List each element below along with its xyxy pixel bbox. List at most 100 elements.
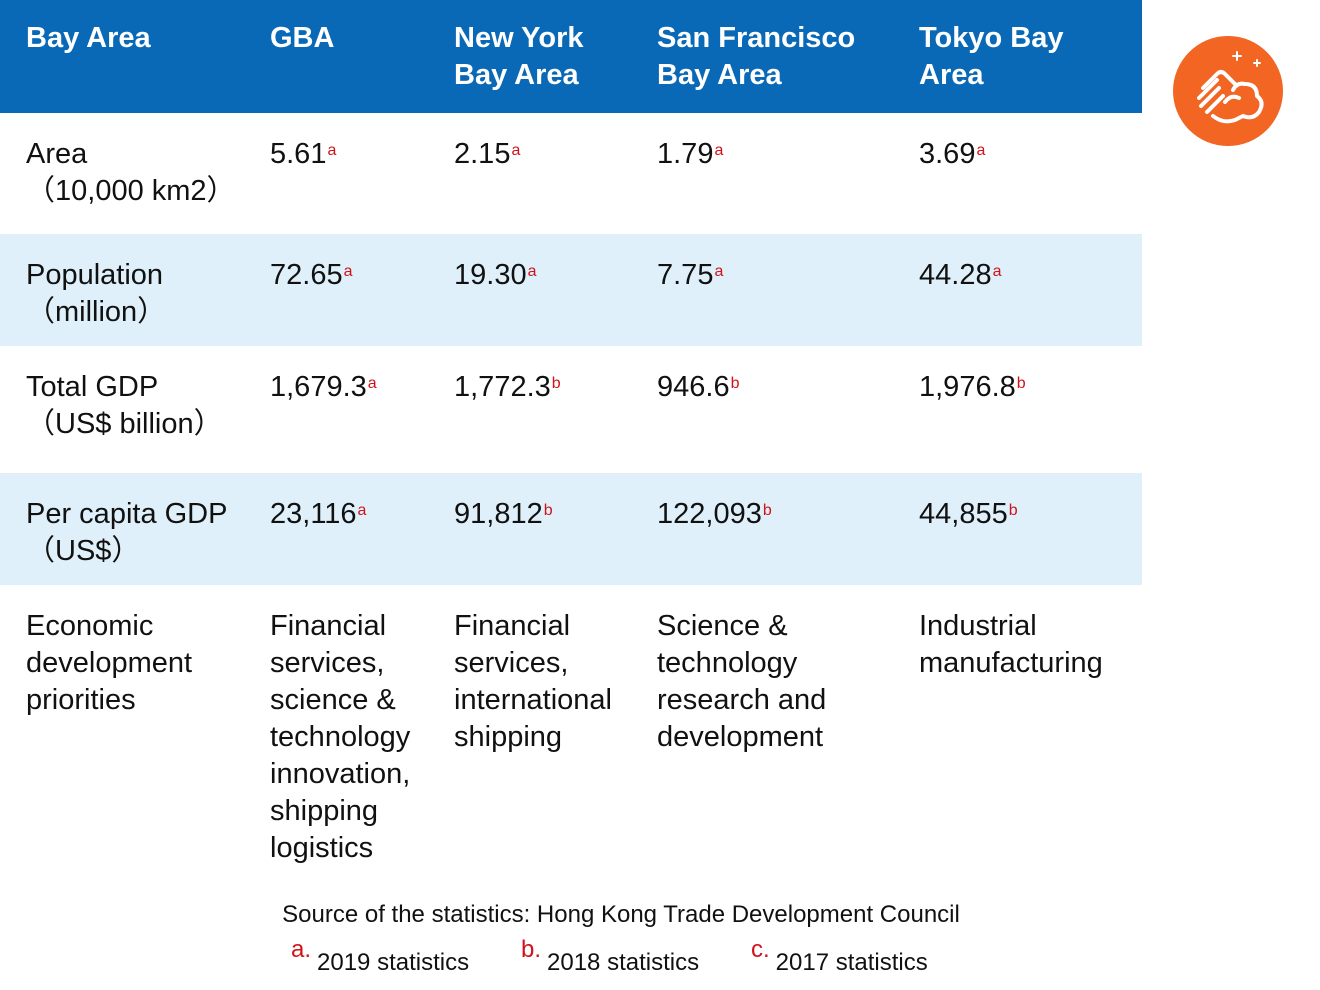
source-superscript: b: [730, 375, 740, 392]
cell-value: 1,679.3: [270, 371, 367, 403]
cell-value: 5.61: [270, 138, 327, 170]
cell-value: 946.6: [657, 371, 730, 403]
cell-line: Science &: [657, 610, 788, 642]
cell-line: international: [454, 684, 612, 716]
row-label-line: Area: [26, 138, 88, 170]
column-header-line: Area: [919, 59, 984, 91]
table-cell: Science & technology research and developme…: [657, 585, 917, 756]
cell-line: technology: [270, 721, 411, 753]
cell-line: science &: [270, 684, 396, 716]
column-header-line: New York: [454, 22, 584, 54]
cell-line: services,: [270, 647, 385, 679]
column-header: Tokyo Bay Area: [919, 0, 1139, 94]
table-cell: 2.15a: [454, 113, 654, 173]
column-header: San Francisco Bay Area: [657, 0, 917, 94]
cell-value: 7.75: [657, 259, 714, 291]
cell-line: technology: [657, 647, 798, 679]
cell-value: 91,812: [454, 498, 543, 530]
cell-value: 23,116: [270, 498, 357, 530]
table-cell: Financial services, science & technology inn…: [270, 585, 450, 867]
table-cell: Industrial manufacturing: [919, 585, 1139, 682]
comparison-table: Bay Area GBA New York Bay Area San Francisco…: [0, 0, 1142, 875]
legend-text: 2017 statistics: [775, 949, 928, 976]
legend-text: 2018 statistics: [547, 949, 700, 976]
cell-line: services,: [454, 647, 569, 679]
table-row: Economic development priorities Financial se…: [0, 585, 1142, 875]
row-label-line: Total GDP: [26, 371, 159, 403]
source-superscript: a: [343, 263, 353, 280]
legend-letter: c.: [751, 936, 770, 963]
cell-line: Financial: [270, 610, 387, 642]
table-row: Per capita GDP （US$） 23,116a 91,812b 122,093…: [0, 473, 1142, 585]
column-header-line: San Francisco: [657, 22, 856, 54]
table-cell: 23,116a: [270, 473, 450, 533]
source-superscript: a: [714, 263, 724, 280]
table-cell: 3.69a: [919, 113, 1139, 173]
row-label-line: （US$）: [26, 535, 141, 567]
legend-text: 2019 statistics: [317, 949, 470, 976]
row-label-line: Per capita GDP: [26, 498, 228, 530]
legend-item: c. 2017 statistics: [751, 936, 928, 976]
cell-value: 19.30: [454, 259, 527, 291]
source-superscript: b: [762, 502, 772, 519]
source-superscript: b: [1008, 502, 1018, 519]
table-cell: 5.61a: [270, 113, 450, 173]
cell-value: 1,976.8: [919, 371, 1016, 403]
source-superscript: a: [992, 263, 1002, 280]
column-header-line: Bay Area: [454, 59, 579, 91]
cell-value: 1.79: [657, 138, 714, 170]
row-label: Per capita GDP （US$）: [26, 473, 266, 570]
cell-value: 44,855: [919, 498, 1008, 530]
row-label: Total GDP （US$ billion）: [26, 346, 266, 443]
cell-value: 72.65: [270, 259, 343, 291]
source-note: Source of the statistics: Hong Kong Trad…: [282, 901, 960, 928]
cell-line: Financial: [454, 610, 571, 642]
row-label-line: priorities: [26, 684, 136, 716]
row-label-line: （million）: [26, 296, 167, 328]
legend-letter: a.: [291, 936, 312, 963]
table-header-row: Bay Area GBA New York Bay Area San Francisco…: [0, 0, 1142, 113]
table-cell: 7.75a: [657, 234, 917, 294]
column-header-line: Bay Area: [26, 22, 151, 54]
source-superscript: a: [976, 142, 986, 159]
table-cell: 44.28a: [919, 234, 1139, 294]
column-header: GBA: [270, 0, 450, 57]
cell-line: manufacturing: [919, 647, 1103, 679]
cell-value: 3.69: [919, 138, 976, 170]
cell-value: 2.15: [454, 138, 511, 170]
cell-value: 44.28: [919, 259, 992, 291]
column-header-line: Tokyo Bay: [919, 22, 1064, 54]
source-superscript: b: [543, 502, 553, 519]
table-cell: 19.30a: [454, 234, 654, 294]
source-superscript: b: [551, 375, 561, 392]
table-row: Total GDP （US$ billion） 1,679.3a 1,772.3b 94…: [0, 346, 1142, 473]
source-superscript: a: [511, 142, 521, 159]
source-superscript: a: [357, 502, 367, 519]
table-cell: 1,976.8b: [919, 346, 1139, 406]
row-label-line: Population: [26, 259, 164, 291]
cell-value: 1,772.3: [454, 371, 551, 403]
table-cell: 1,772.3b: [454, 346, 654, 406]
source-superscript: a: [367, 375, 377, 392]
source-superscript: b: [1016, 375, 1026, 392]
clean-hands-icon: [1173, 36, 1283, 146]
source-superscript: a: [714, 142, 724, 159]
row-label-line: （10,000 km2）: [26, 175, 236, 207]
row-label: Population （million）: [26, 234, 266, 331]
table-cell: Financial services, international shipping: [454, 585, 654, 756]
column-header: New York Bay Area: [454, 0, 654, 94]
row-label: Area （10,000 km2）: [26, 113, 266, 210]
cell-line: Industrial: [919, 610, 1037, 642]
legend-item: b. 2018 statistics: [521, 936, 699, 976]
cell-line: research and: [657, 684, 827, 716]
table-cell: 1.79a: [657, 113, 917, 173]
row-label-line: Economic: [26, 610, 154, 642]
row-label-line: development: [26, 647, 193, 679]
table-cell: 91,812b: [454, 473, 654, 533]
table-cell: 72.65a: [270, 234, 450, 294]
column-header: Bay Area: [26, 0, 266, 57]
cell-value: 122,093: [657, 498, 762, 530]
column-header-line: Bay Area: [657, 59, 782, 91]
column-header-line: GBA: [270, 22, 335, 54]
cell-line: shipping: [270, 795, 379, 827]
